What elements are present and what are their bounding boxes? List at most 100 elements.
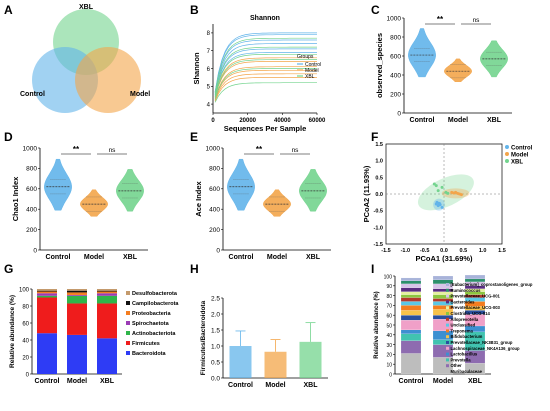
series-line-xbl <box>214 53 317 97</box>
y-tick-label: 60 <box>22 321 29 327</box>
y-tick-label: 1.0 <box>211 343 220 350</box>
y-tick-label: 1.0 <box>375 159 383 165</box>
y-tick-label: 0 <box>26 372 30 378</box>
legend-label: Prevotella <box>451 357 472 362</box>
x-tick-label: Model <box>67 378 87 385</box>
stack-segment <box>37 293 57 296</box>
legend-label: Other <box>451 363 463 368</box>
y-tick-label: -0.5 <box>374 209 383 215</box>
y-tick-label: 6 <box>207 67 211 73</box>
legend-label: Bifidobacterium <box>451 334 483 339</box>
legend-label: Muribaculaceae <box>451 369 483 374</box>
x-tick-label: Control <box>46 254 71 261</box>
stack-segment <box>400 315 422 321</box>
point-xbl <box>446 191 450 195</box>
y-axis-label: Shannon <box>192 52 201 84</box>
legend-swatch <box>446 317 449 321</box>
series-line-model <box>214 69 317 100</box>
y-axis-label: Relative abundance (%) <box>374 291 380 358</box>
y-tick-label: 400 <box>26 207 37 214</box>
y-tick-label: 4 <box>207 102 211 108</box>
panel-i-genus: 0 10 20 30 40 50 60 70 80 90 100 Control Model XBL Rel… <box>374 274 533 385</box>
legend-label: Unclassified <box>451 323 476 328</box>
y-tick-label: 1.5 <box>375 142 383 148</box>
panel-g-phylum: 0 20 40 60 80 100 Control Model XBL Relative abun… <box>9 287 179 385</box>
stack-segment <box>464 274 486 280</box>
signif-label: ns <box>473 17 481 24</box>
legend-label: Control <box>305 62 321 68</box>
series-line-xbl <box>214 59 317 98</box>
x-tick-label: Control <box>410 117 435 124</box>
violin-xbl <box>480 40 508 78</box>
y-axis-label: PCoA2 (11.93%) <box>362 165 371 222</box>
panel-letter-g: G <box>4 262 13 276</box>
stack-segment <box>400 320 422 330</box>
x-tick-label: Control <box>228 382 253 389</box>
legend-marker <box>505 145 509 149</box>
violin-control <box>227 158 255 211</box>
stack-segment <box>97 293 117 296</box>
legend-label: [Eubacterium]_coprostanoligenes_group <box>451 282 533 287</box>
stack-segment <box>400 329 422 334</box>
x-tick-label: 1.5 <box>498 248 506 254</box>
violin-xbl <box>116 169 144 212</box>
violin-model <box>444 58 472 82</box>
x-tick-label: Model <box>265 382 285 389</box>
y-tick-label: 100 <box>19 287 30 293</box>
legend-swatch <box>446 341 449 344</box>
y-tick-label: 40 <box>386 333 392 339</box>
point-model <box>459 193 463 197</box>
legend-title: Groups <box>297 54 314 60</box>
stack-segment <box>432 275 454 280</box>
y-tick-label: 600 <box>209 186 220 193</box>
panel-b-rarefaction: 4 5 6 7 8 0 20000 40000 60000 Shannon Sequences Pe… <box>192 15 326 133</box>
panel-h-ratio: 0.0 0.5 1.0 1.5 2.0 2.5 Control Model XBL Firmicu… <box>200 295 328 389</box>
legend-swatch <box>446 288 449 292</box>
series-line-xbl <box>214 37 317 93</box>
x-tick-label: XBL <box>306 254 321 261</box>
stack-segment <box>400 333 422 341</box>
legend-label: XBL <box>511 160 523 166</box>
stack-segment <box>67 292 87 295</box>
stack-segment <box>400 340 422 354</box>
y-tick-label: 800 <box>209 166 220 173</box>
series-line-model <box>214 57 317 98</box>
legend-swatch <box>126 341 130 345</box>
y-tick-label: 200 <box>390 91 401 98</box>
y-tick-label: 0.0 <box>375 192 383 198</box>
stack-segment <box>37 297 57 334</box>
bar-xbl <box>299 341 322 378</box>
bar-model <box>264 351 287 378</box>
legend-label: Firmicutes <box>132 341 160 347</box>
panel-letter-h: H <box>190 262 199 276</box>
stack-segment <box>37 289 57 291</box>
stack-segment <box>67 290 87 293</box>
x-tick-label: XBL <box>304 382 319 389</box>
signif-label: ** <box>256 145 263 154</box>
y-tick-label: 20 <box>22 355 29 361</box>
stack-segment <box>67 303 87 335</box>
x-tick-label: Model <box>267 254 287 261</box>
x-tick-label: 0.0 <box>440 248 448 254</box>
legend-label: Control <box>511 146 533 152</box>
x-tick-label: Control <box>35 378 60 385</box>
y-tick-label: 0 <box>389 372 392 378</box>
stack-segment <box>400 277 422 281</box>
point-model <box>452 191 456 195</box>
stack-segment <box>400 287 422 292</box>
series-line-xbl <box>214 82 317 103</box>
series-line-model <box>214 61 317 98</box>
stack-segment <box>400 310 422 316</box>
series-line-model <box>214 77 317 102</box>
y-tick-label: 1000 <box>206 145 221 152</box>
y-tick-label: 400 <box>209 207 220 214</box>
series-line-xbl <box>214 68 317 100</box>
series-line-control <box>214 32 317 92</box>
x-tick-label: Model <box>433 378 453 385</box>
x-tick-label: 40000 <box>274 118 291 124</box>
violin-control <box>44 158 72 211</box>
y-tick-label: 2.5 <box>211 295 220 302</box>
y-tick-label: 30 <box>386 343 392 349</box>
point-xbl <box>440 185 444 189</box>
